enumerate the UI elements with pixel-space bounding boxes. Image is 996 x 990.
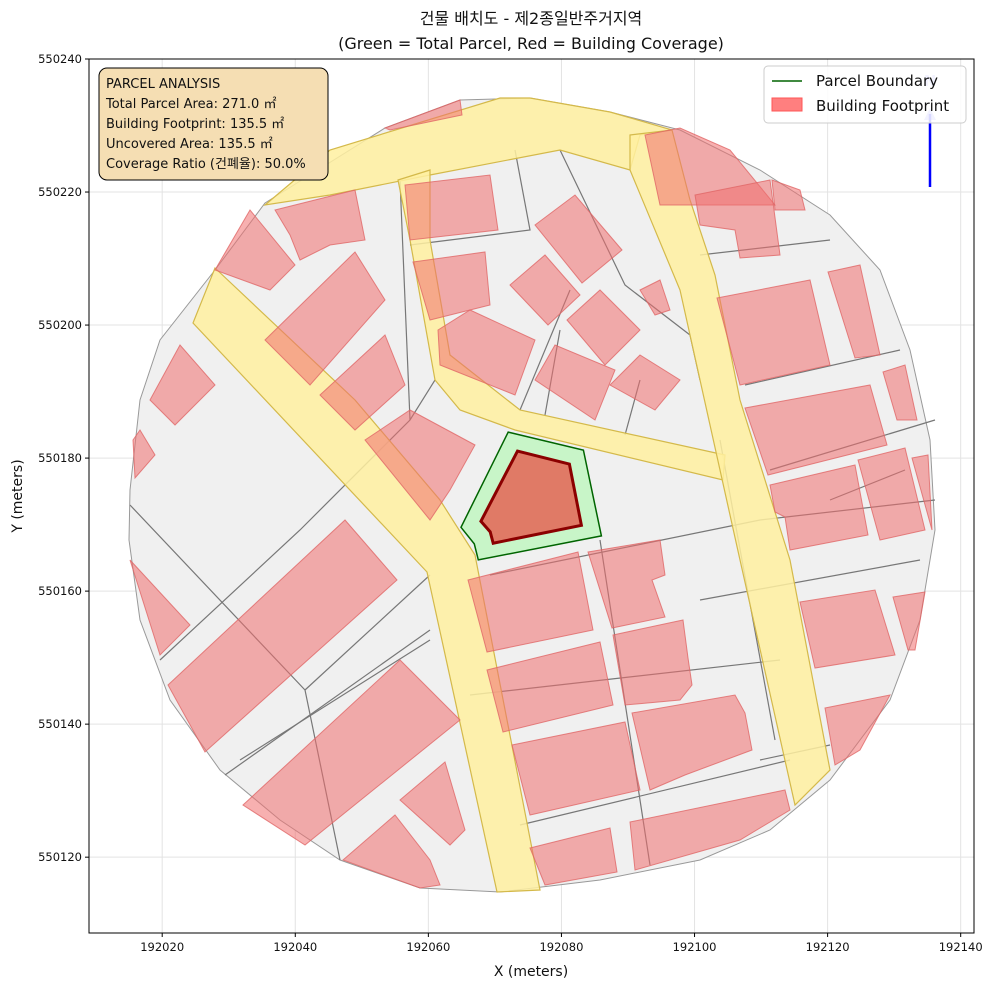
x-tick-label: 192100 xyxy=(673,940,717,954)
x-tick-label: 192040 xyxy=(273,940,317,954)
legend-box xyxy=(763,65,967,124)
info-box-background xyxy=(98,67,329,181)
legend-building-swatch xyxy=(771,97,803,112)
info-coverage-ratio: Coverage Ratio (건폐율): 50.0% xyxy=(106,157,306,172)
context-building xyxy=(694,179,781,259)
x-axis-label: X (meters) xyxy=(494,964,568,980)
context-building xyxy=(631,694,753,791)
y-tick-label: 550180 xyxy=(38,451,82,465)
lot-line xyxy=(699,559,921,601)
info-footprint: Building Footprint: 135.5 ㎡ xyxy=(106,117,284,132)
context-building xyxy=(639,279,671,316)
context-building xyxy=(892,591,926,651)
y-tick-label: 550140 xyxy=(38,717,82,731)
info-uncovered: Uncovered Area: 135.5 ㎡ xyxy=(106,137,273,152)
legend-building-label: Building Footprint xyxy=(816,97,949,115)
context-building xyxy=(882,364,918,421)
x-tick-label: 192120 xyxy=(806,940,850,954)
context-building xyxy=(437,309,536,396)
context-building xyxy=(467,551,594,653)
lot-line xyxy=(239,639,431,761)
context-building xyxy=(534,344,616,421)
x-tick-label: 192080 xyxy=(539,940,583,954)
context-building xyxy=(264,251,386,386)
context-building xyxy=(132,429,156,480)
y-tick-label: 550120 xyxy=(38,850,82,864)
context-layer xyxy=(128,97,936,893)
context-building xyxy=(609,354,681,411)
context-building xyxy=(412,251,491,321)
context-building xyxy=(509,254,581,326)
context-building xyxy=(214,209,296,291)
y-axis-label: Y (meters) xyxy=(10,459,26,533)
context-building xyxy=(149,344,216,426)
context-building xyxy=(911,454,933,531)
x-tick-label: 192060 xyxy=(406,940,450,954)
context-building xyxy=(319,334,406,431)
context-building xyxy=(612,619,693,706)
context-building xyxy=(857,447,926,541)
context-building xyxy=(744,384,888,476)
y-tick-label: 550240 xyxy=(38,52,82,66)
context-building xyxy=(167,519,398,753)
lot-line xyxy=(399,179,411,421)
legend: Parcel Boundary Building Footprint xyxy=(763,65,967,124)
axes-frame xyxy=(88,58,975,934)
context-building xyxy=(511,721,641,816)
lot-line xyxy=(409,149,531,246)
context-building xyxy=(827,264,881,359)
info-heading: PARCEL ANALYSIS xyxy=(106,77,220,92)
context-building xyxy=(274,189,366,261)
building-footprint xyxy=(479,449,584,545)
lot-line xyxy=(304,574,431,691)
context-building xyxy=(534,194,623,284)
x-tick-label: 192020 xyxy=(140,940,184,954)
chart-title: 건물 배치도 - 제2종일반주거지역 xyxy=(420,9,643,28)
context-building xyxy=(364,409,476,521)
context-building xyxy=(629,789,791,871)
context-building xyxy=(129,559,191,656)
context-building xyxy=(242,659,461,846)
y-tick-label: 550160 xyxy=(38,584,82,598)
y-tick-label: 550220 xyxy=(38,185,82,199)
context-building xyxy=(383,99,463,131)
context-building xyxy=(799,589,896,669)
context-building xyxy=(399,761,466,846)
lot-line xyxy=(519,759,791,826)
info-total-area: Total Parcel Area: 271.0 ㎡ xyxy=(105,97,276,112)
context-building xyxy=(769,464,869,551)
axis-ticks: 192020 192040 192060 192080 192100 192120 1921… xyxy=(38,52,983,954)
context-building xyxy=(529,827,618,886)
context-building xyxy=(342,814,441,889)
y-tick-label: 550200 xyxy=(38,318,82,332)
context-building xyxy=(587,539,666,629)
context-building xyxy=(486,641,614,733)
context-building xyxy=(824,694,891,766)
legend-parcel-label: Parcel Boundary xyxy=(816,72,938,90)
context-building xyxy=(771,179,806,211)
parcel-layer xyxy=(460,431,603,561)
context-building xyxy=(716,279,831,386)
chart-subtitle: (Green = Total Parcel, Red = Building Co… xyxy=(338,34,724,53)
lot-line xyxy=(224,629,431,776)
x-tick-label: 192140 xyxy=(939,940,983,954)
context-building xyxy=(566,289,641,366)
info-box: PARCEL ANALYSIS Total Parcel Area: 271.0… xyxy=(98,67,329,181)
context-building xyxy=(404,174,499,241)
